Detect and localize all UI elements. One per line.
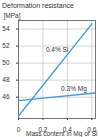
svg-text:48: 48 xyxy=(2,76,10,83)
svg-text:Mass content in Mg or Si: Mass content in Mg or Si xyxy=(26,130,98,137)
svg-text:0.4% Si: 0.4% Si xyxy=(46,46,68,53)
svg-text:46: 46 xyxy=(2,93,10,100)
html-text:Deformation resistance: Deformation resistance xyxy=(2,2,74,9)
svg-text:54: 54 xyxy=(2,25,10,32)
svg-text:[MPa]: [MPa] xyxy=(4,12,21,20)
svg-text:0.3% Mg: 0.3% Mg xyxy=(61,85,87,93)
svg-text:52: 52 xyxy=(2,42,10,49)
svg-text:50: 50 xyxy=(2,59,10,66)
svg-text:0: 0 xyxy=(17,126,21,133)
